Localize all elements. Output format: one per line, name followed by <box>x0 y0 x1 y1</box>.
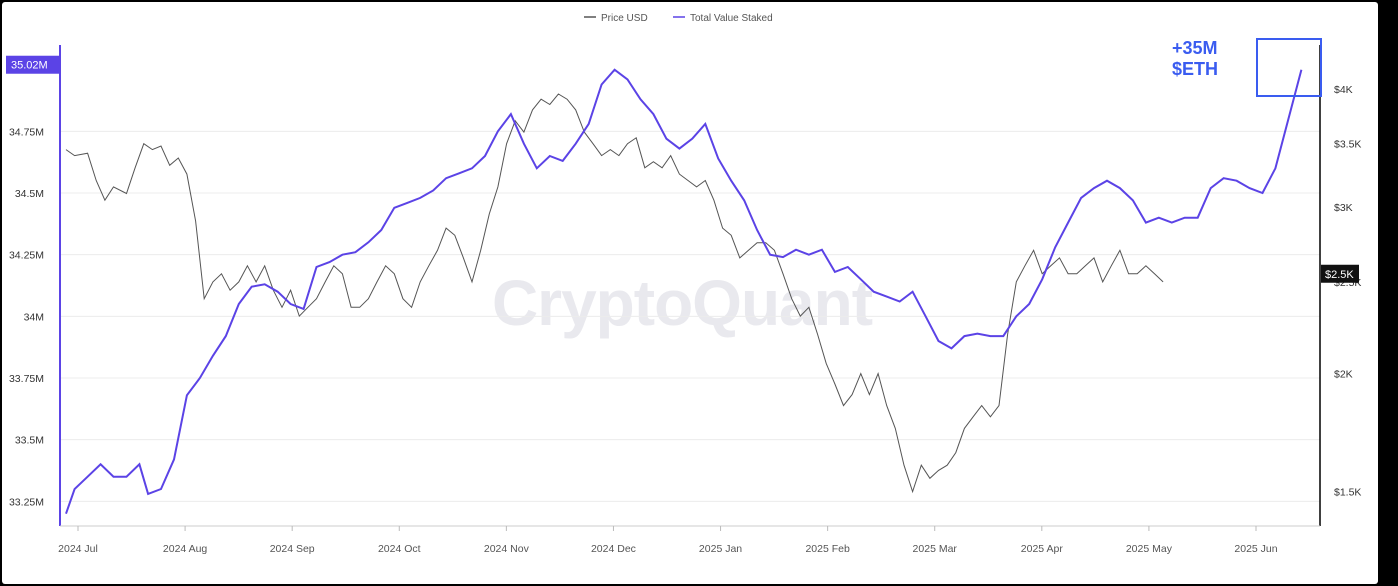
left-tick-label: 34M <box>24 311 44 323</box>
left-tick-label: 33.25M <box>9 496 44 508</box>
x-tick-label: 2025 Feb <box>805 543 850 555</box>
left-tick-label: 34.5M <box>15 188 44 200</box>
legend-item-price[interactable]: Price USD <box>584 13 648 24</box>
x-tick-label: 2024 Aug <box>163 543 208 555</box>
chart-frame <box>2 2 1378 584</box>
left-current-badge: 35.02M <box>6 55 60 74</box>
left-axis-ticks: 34.75M 34.5M 34.25M 34M 33.75M 33.5M 33.25M <box>9 126 44 508</box>
x-tick-label: 2024 Jul <box>58 543 98 555</box>
left-tick-label: 33.75M <box>9 373 44 385</box>
x-tick-label: 2024 Oct <box>378 543 421 555</box>
x-axis-ticks: 2024 Jul 2024 Aug 2024 Sep 2024 Oct 2024 Nov… <box>58 526 1278 555</box>
watermark: CryptoQuant <box>492 267 873 339</box>
left-tick-label: 34.25M <box>9 250 44 262</box>
gridlines <box>60 130 1320 502</box>
left-tick-label: 34.75M <box>9 126 44 138</box>
left-current-badge-label: 35.02M <box>11 60 48 72</box>
right-current-badge-bg <box>1321 264 1359 283</box>
x-tick-label: 2025 May <box>1126 543 1173 555</box>
series-line-staked <box>65 68 1303 515</box>
legend: Price USD Total Value Staked <box>584 13 773 24</box>
annotation-line2: $ETH <box>1172 59 1218 79</box>
x-tick-label: 2024 Dec <box>591 543 636 555</box>
x-tick-label: 2025 Mar <box>913 543 958 555</box>
right-tick-label: $1.5K <box>1334 487 1361 499</box>
x-tick-label: 2024 Nov <box>484 543 530 555</box>
legend-label-staked: Total Value Staked <box>690 13 773 24</box>
right-current-badge-label: $2.5K <box>1325 269 1354 281</box>
x-tick-label: 2025 Apr <box>1021 543 1064 555</box>
right-tick-label: $4K <box>1334 84 1353 96</box>
annotation-highlight-box <box>1256 38 1322 97</box>
right-current-badge: $2.5K <box>1321 264 1359 283</box>
series-line-price <box>65 93 1164 494</box>
annotation-line1: +35M <box>1172 38 1218 58</box>
left-tick-label: 33.5M <box>15 435 44 447</box>
annotation: +35M $ETH <box>1172 38 1322 97</box>
x-tick-label: 2025 Jan <box>699 543 742 555</box>
right-tick-label: $3.5K <box>1334 139 1361 151</box>
x-tick-label: 2024 Sep <box>270 543 315 555</box>
legend-item-staked[interactable]: Total Value Staked <box>673 13 773 24</box>
x-tick-label: 2025 Jun <box>1234 543 1277 555</box>
right-tick-label: $2K <box>1334 369 1353 381</box>
right-axis-ticks: $4K$3.5K$3K$2.5K$2K$1.5K <box>1334 84 1361 499</box>
right-tick-label: $3K <box>1334 202 1353 214</box>
legend-label-price: Price USD <box>601 13 648 24</box>
left-current-badge-bg <box>6 55 60 74</box>
